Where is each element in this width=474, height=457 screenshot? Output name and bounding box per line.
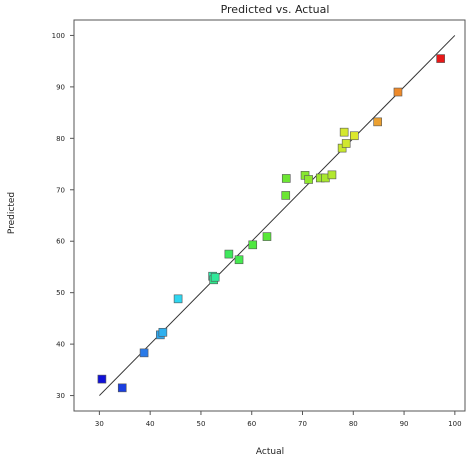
x-tick-label: 70 [298, 420, 307, 428]
x-tick-label: 30 [95, 420, 104, 428]
data-point [327, 170, 337, 180]
data-point [373, 117, 382, 127]
data-points [97, 54, 445, 393]
x-axis: 30 40 50 60 70 80 90 100 [95, 411, 462, 428]
x-axis-label: Actual [256, 447, 284, 457]
data-point [436, 54, 445, 63]
x-tick-label: 60 [247, 420, 256, 428]
data-point [262, 232, 272, 241]
data-point [304, 175, 313, 184]
y-tick-label: 90 [56, 83, 65, 91]
x-tick-label: 90 [400, 420, 409, 428]
y-tick-label: 80 [56, 135, 65, 143]
data-point [210, 272, 220, 282]
data-point [139, 348, 149, 358]
data-point [281, 174, 291, 183]
data-point [350, 131, 359, 141]
data-point [224, 249, 234, 259]
x-tick-label: 50 [196, 420, 205, 428]
y-tick-label: 40 [56, 341, 65, 349]
chart-title: Predicted vs. Actual [221, 3, 330, 16]
y-tick-label: 50 [56, 289, 65, 297]
x-tick-label: 100 [448, 420, 461, 428]
y-tick-label: 30 [56, 392, 65, 400]
data-point [248, 240, 258, 250]
y-axis-label: Predicted [7, 192, 17, 234]
x-tick-label: 80 [349, 420, 358, 428]
plot-area [73, 19, 466, 412]
data-point [97, 374, 107, 384]
y-tick-label: 100 [52, 32, 65, 40]
data-point [234, 255, 244, 265]
data-point [281, 191, 291, 200]
data-point [393, 87, 403, 97]
data-point [173, 294, 183, 304]
y-tick-label: 70 [56, 186, 65, 194]
data-point [341, 139, 351, 148]
y-axis: 30 40 50 60 70 80 90 100 [52, 32, 74, 400]
data-point [158, 327, 168, 337]
data-point [339, 127, 349, 137]
x-tick-label: 40 [146, 420, 155, 428]
data-point [117, 383, 127, 393]
y-tick-label: 60 [56, 238, 65, 246]
